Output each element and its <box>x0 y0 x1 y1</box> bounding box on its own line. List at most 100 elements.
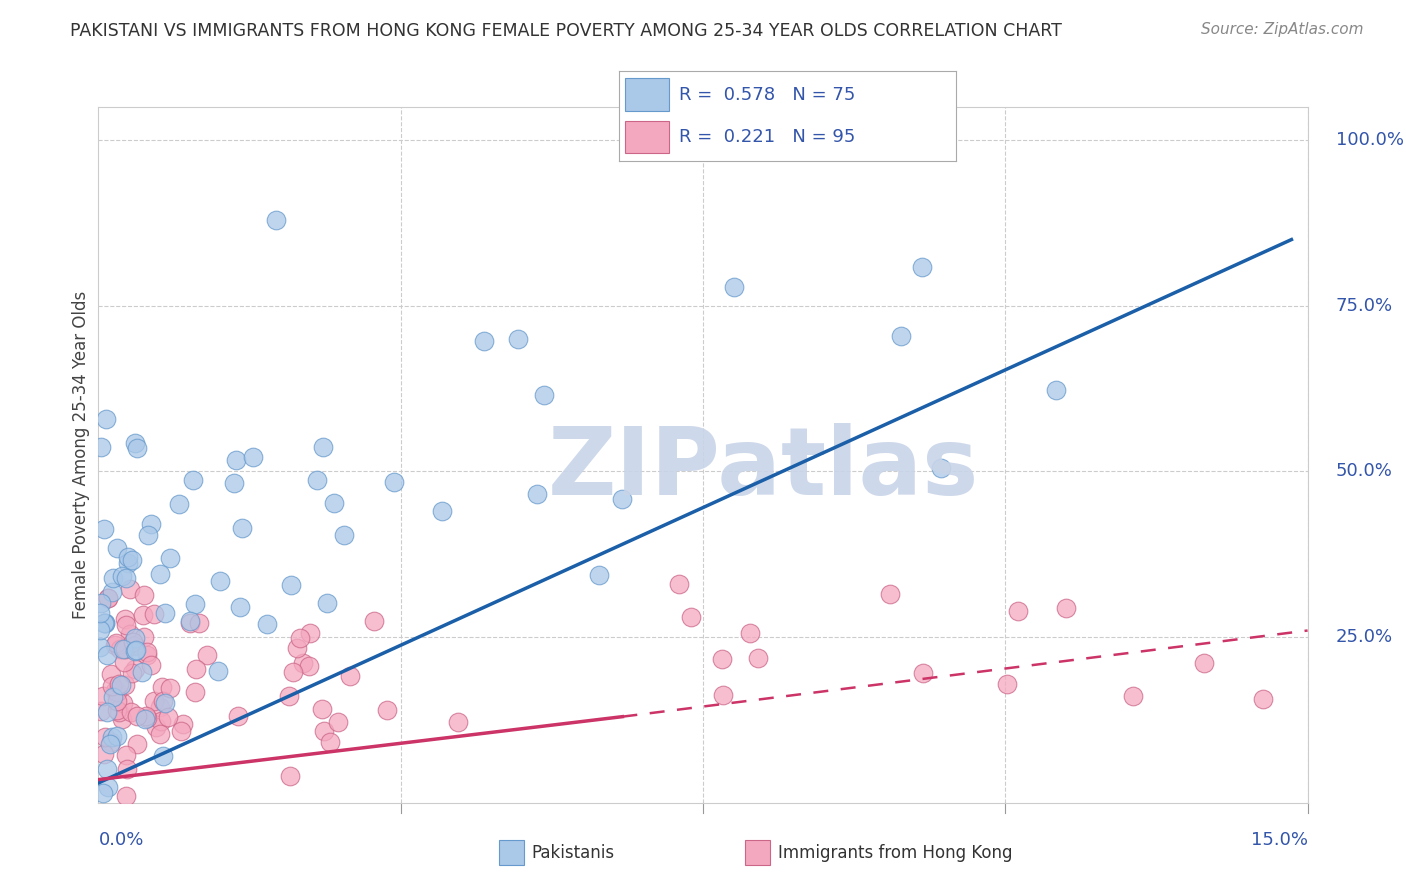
Point <box>117 550 139 565</box>
Point <box>125 441 148 455</box>
Point <box>149 699 172 714</box>
Point <box>120 627 142 641</box>
Point <box>136 528 159 542</box>
Point <box>588 568 610 582</box>
Point <box>89 607 111 621</box>
Point <box>97 591 120 605</box>
Point <box>96 762 118 776</box>
Point <box>995 677 1018 691</box>
Point <box>136 645 159 659</box>
Text: 100.0%: 100.0% <box>1336 131 1403 149</box>
Point <box>134 712 156 726</box>
Point <box>277 689 299 703</box>
Text: R =  0.578   N = 75: R = 0.578 N = 75 <box>679 86 856 103</box>
Point <box>115 618 138 632</box>
Point <box>911 665 934 680</box>
Point <box>447 715 470 730</box>
Point <box>307 473 329 487</box>
Text: R =  0.221   N = 95: R = 0.221 N = 95 <box>679 128 856 146</box>
Point <box>114 642 136 657</box>
Point <box>94 616 117 631</box>
Point <box>879 587 901 601</box>
Point <box>889 329 911 343</box>
Point <box>132 607 155 622</box>
Point <box>159 681 181 696</box>
Point <box>111 696 134 710</box>
Point <box>1122 689 1144 703</box>
Point <box>101 730 124 744</box>
Point <box>612 491 634 506</box>
Point <box>97 780 120 794</box>
Point <box>195 648 218 662</box>
Point <box>224 475 246 490</box>
Point <box>114 748 136 763</box>
Point <box>105 693 128 707</box>
Point <box>328 714 350 729</box>
Point <box>159 551 181 566</box>
Point <box>93 615 115 630</box>
Point <box>101 690 124 705</box>
Point <box>100 737 122 751</box>
Point <box>96 648 118 662</box>
Text: 75.0%: 75.0% <box>1336 297 1393 315</box>
Point <box>90 704 112 718</box>
Point <box>100 667 122 681</box>
Point <box>125 709 148 723</box>
Point <box>122 639 145 653</box>
Point <box>288 631 311 645</box>
Point <box>152 749 174 764</box>
Point <box>155 607 177 621</box>
Point <box>93 747 115 762</box>
Point <box>207 665 229 679</box>
Text: PAKISTANI VS IMMIGRANTS FROM HONG KONG FEMALE POVERTY AMONG 25-34 YEAR OLDS CORR: PAKISTANI VS IMMIGRANTS FROM HONG KONG F… <box>70 22 1062 40</box>
Point <box>114 640 136 655</box>
Point <box>104 635 127 649</box>
Point <box>283 665 305 679</box>
Point <box>107 677 129 691</box>
Point <box>188 615 211 630</box>
Text: ZIPatlas: ZIPatlas <box>548 423 979 515</box>
Point <box>111 641 134 656</box>
Point <box>134 588 156 602</box>
Point <box>333 528 356 542</box>
Text: 15.0%: 15.0% <box>1250 830 1308 848</box>
Point <box>179 616 201 631</box>
Point <box>152 694 174 708</box>
Point <box>111 713 134 727</box>
Text: 25.0%: 25.0% <box>1336 628 1393 646</box>
Point <box>1253 692 1275 706</box>
Point <box>96 706 118 720</box>
Point <box>143 694 166 708</box>
Point <box>738 625 761 640</box>
Point <box>226 709 249 723</box>
Point <box>228 600 250 615</box>
Point <box>110 678 132 692</box>
Point <box>122 635 145 649</box>
Point <box>131 665 153 679</box>
Point <box>506 332 529 346</box>
Point <box>115 571 138 585</box>
Point <box>363 614 385 628</box>
Point <box>183 473 205 487</box>
Point <box>149 726 172 740</box>
Y-axis label: Female Poverty Among 25-34 Year Olds: Female Poverty Among 25-34 Year Olds <box>72 291 90 619</box>
Point <box>93 522 115 536</box>
Point <box>208 574 231 588</box>
Point <box>114 612 136 626</box>
Text: 50.0%: 50.0% <box>1336 462 1393 481</box>
Point <box>747 651 769 665</box>
Point <box>1054 601 1077 615</box>
Point <box>91 689 114 703</box>
Point <box>931 461 953 475</box>
Point <box>90 441 112 455</box>
Point <box>105 541 128 556</box>
Point <box>115 789 138 804</box>
Point <box>298 625 321 640</box>
Point <box>149 714 172 728</box>
Point <box>264 212 287 227</box>
Point <box>121 666 143 681</box>
Point <box>89 640 111 655</box>
Point <box>231 521 253 535</box>
Point <box>256 617 278 632</box>
Point <box>112 655 135 669</box>
